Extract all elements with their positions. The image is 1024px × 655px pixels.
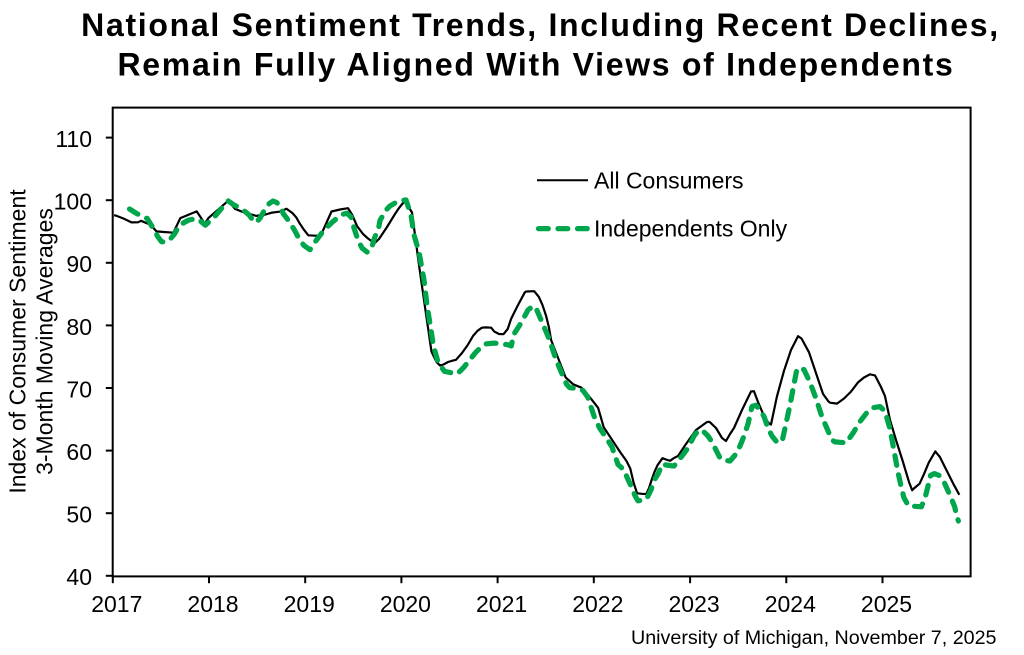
- svg-text:110: 110: [55, 126, 92, 152]
- svg-text:University of Michigan, Novemb: University of Michigan, November 7, 2025: [631, 627, 997, 649]
- svg-text:2018: 2018: [187, 591, 238, 617]
- svg-text:100: 100: [54, 189, 92, 215]
- svg-text:90: 90: [66, 251, 92, 277]
- svg-text:National Sentiment Trends, Inc: National Sentiment Trends, Including Rec…: [81, 7, 1000, 43]
- svg-text:2020: 2020: [380, 591, 431, 617]
- svg-text:70: 70: [66, 376, 92, 402]
- svg-text:2024: 2024: [765, 591, 816, 617]
- svg-text:Remain Fully Aligned With View: Remain Fully Aligned With Views of Indep…: [117, 46, 954, 82]
- svg-text:2022: 2022: [572, 591, 623, 617]
- svg-text:2019: 2019: [284, 591, 335, 617]
- svg-text:Independents Only: Independents Only: [594, 216, 788, 242]
- svg-text:2021: 2021: [476, 591, 527, 617]
- svg-text:40: 40: [66, 564, 92, 590]
- svg-text:Index of Consumer Sentiment: Index of Consumer Sentiment: [5, 189, 31, 494]
- svg-text:60: 60: [66, 439, 92, 465]
- svg-text:50: 50: [66, 502, 92, 528]
- svg-text:3-Month Moving Averages: 3-Month Moving Averages: [32, 208, 58, 475]
- svg-text:80: 80: [66, 314, 92, 340]
- svg-text:2025: 2025: [861, 591, 912, 617]
- svg-text:2017: 2017: [91, 591, 142, 617]
- svg-text:All Consumers: All Consumers: [594, 167, 744, 193]
- svg-text:2023: 2023: [669, 591, 720, 617]
